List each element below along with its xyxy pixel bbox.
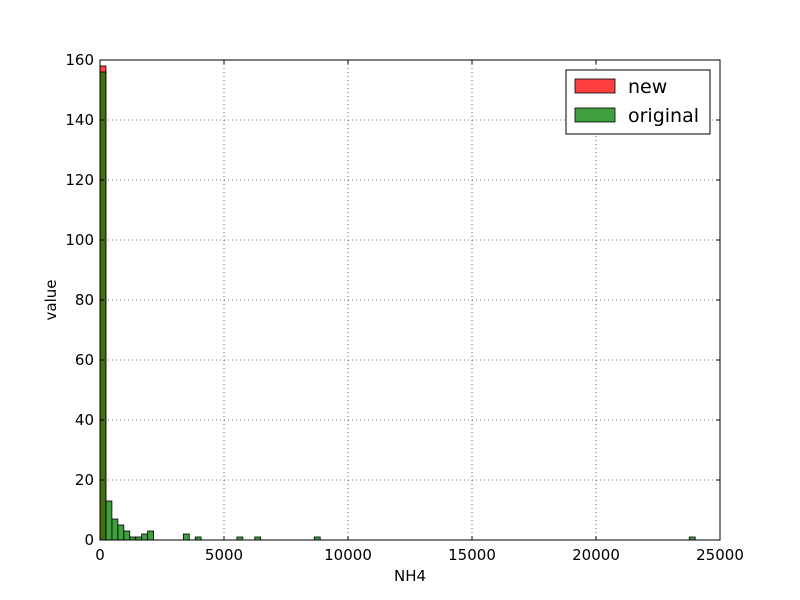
bar-original-0 (99, 71, 107, 541)
x-tick-label-1: 5000 (205, 546, 243, 564)
y-tick-label-1: 20 (75, 471, 94, 489)
y-tick-label-5: 100 (65, 231, 94, 249)
x-tick-label-3: 15000 (448, 546, 496, 564)
legend: new original (565, 69, 711, 135)
y-tick-label-6: 120 (65, 171, 94, 189)
y-tick-label-3: 60 (75, 351, 94, 369)
y-tick-label-0: 0 (84, 531, 94, 549)
x-axis-label: NH4 (394, 567, 426, 585)
x-tick-label-5: 25000 (696, 546, 744, 564)
legend-swatch-original (574, 107, 616, 123)
x-tick-label-0: 0 (95, 546, 105, 564)
x-tick-label-4: 20000 (572, 546, 620, 564)
y-axis-label: value (42, 280, 60, 321)
bar-original-2 (111, 518, 119, 541)
legend-label-new: new (628, 76, 667, 98)
y-tick-label-4: 80 (75, 291, 94, 309)
legend-swatch-new (574, 78, 616, 94)
legend-label-original: original (628, 105, 699, 127)
bar-original-7 (141, 533, 149, 541)
y-tick-label-2: 40 (75, 411, 94, 429)
bar-original-8 (147, 530, 154, 541)
axis-ticks: 0 5000 10000 15000 20000 25000 0 20 40 60 80 100 120… (65, 51, 744, 564)
x-tick-label-2: 10000 (324, 546, 372, 564)
y-tick-label-8: 160 (65, 51, 94, 69)
bar-original-4 (123, 530, 131, 541)
bar-original-1 (105, 500, 113, 541)
y-tick-label-7: 140 (65, 111, 94, 129)
bar-original-9 (182, 533, 190, 541)
bar-original-3 (117, 524, 125, 541)
